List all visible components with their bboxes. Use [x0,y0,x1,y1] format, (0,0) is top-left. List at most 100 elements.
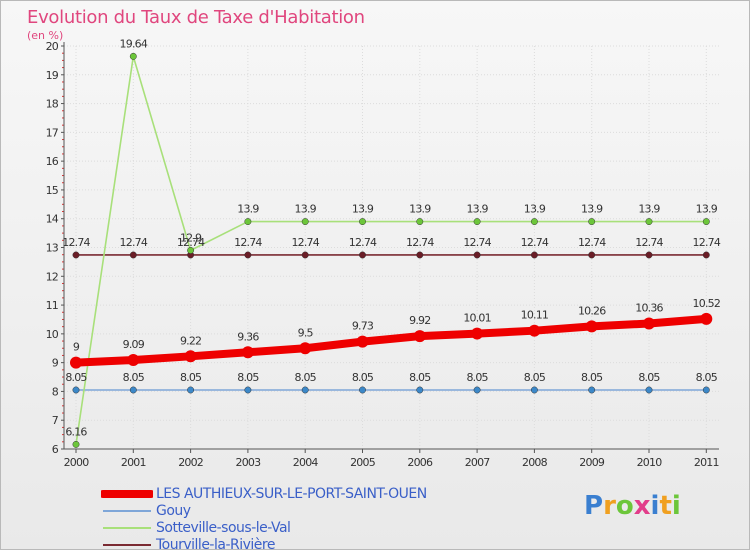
data-point [359,251,366,259]
data-point [530,251,538,259]
y-tick-label: 15 [46,184,59,197]
data-label: 12.74 [578,236,606,249]
x-tick-label: 2005 [350,456,376,469]
legend-item-sotteville[interactable]: Sotteville-sous-le-Val [101,519,427,536]
data-point [299,342,312,355]
data-point [244,218,252,226]
data-labels: 9 9.09 9.22 9.36 9.5 9.73 9.92 10.01 10.11 10.26 1… [62,37,721,438]
data-label: 12.74 [120,236,148,249]
data-point [700,312,713,325]
data-label: 10.36 [635,301,663,314]
data-label: 10.11 [521,309,549,322]
y-tick-label: 20 [46,40,59,53]
y-tick-label: 8 [52,385,59,398]
data-point [301,251,309,259]
data-point [416,218,424,226]
data-label: 12.74 [62,236,90,249]
data-label: 12.74 [463,236,491,249]
data-label: 12.74 [234,236,262,249]
data-point [244,386,252,394]
y-tick-label: 19 [46,69,59,82]
data-label: 8.05 [352,371,374,384]
data-point [413,330,426,343]
data-label: 13.9 [638,203,660,216]
legend-item-gouy[interactable]: Gouy [101,502,427,519]
data-label: 13.9 [352,203,374,216]
data-point [187,386,195,394]
proxiti-logo: Proxiti [584,491,681,521]
x-tick-label: 2008 [522,456,548,469]
legend-swatch [103,509,151,512]
data-point [471,327,484,340]
data-label: 8.05 [180,371,202,384]
grid [64,45,719,450]
legend-label: LES AUTHIEUX-SUR-LE-PORT-SAINT-OUEN [156,485,427,502]
data-label: 13.9 [237,203,259,216]
series-line [75,55,708,446]
data-point [129,251,137,259]
data-point [702,218,710,226]
data-label: 13.9 [466,203,488,216]
data-point [244,251,252,259]
data-label: 8.05 [696,371,718,384]
x-tick-label: 2004 [293,456,319,469]
legend-item-les-authieux[interactable]: LES AUTHIEUX-SUR-LE-PORT-SAINT-OUEN [101,485,427,502]
series-lines [72,55,711,446]
data-point [645,251,653,259]
y-tick-label: 12 [46,270,58,283]
x-tick-label: 2009 [579,456,605,469]
data-label: 10.26 [578,304,606,317]
x-tick-label: 2006 [407,456,433,469]
data-point [588,386,596,394]
y-tick-label: 7 [52,414,59,427]
data-label: 8.05 [295,371,317,384]
x-tick-label: 2003 [236,456,262,469]
x-tick-label: 2000 [64,456,90,469]
data-label: 12.74 [693,236,721,249]
data-point [588,251,596,259]
data-label: 9.36 [237,330,259,343]
x-tick-label: 2011 [694,456,719,469]
data-point [241,346,254,359]
chart-subtitle: (en %) [27,29,64,42]
x-tick-label: 2010 [637,456,663,469]
legend-item-tourville[interactable]: Tourville-la-Rivière [101,536,427,549]
data-label: 9.09 [123,338,145,351]
data-label: 9.92 [409,314,430,327]
data-label: 9.22 [180,334,201,347]
data-point [702,251,710,259]
data-point [301,218,309,226]
data-label: 8.05 [524,371,546,384]
data-label: 9.73 [352,320,374,333]
data-label: 8.05 [237,371,259,384]
series-markers [70,52,713,448]
data-point [588,218,596,226]
y-tick-label: 11 [46,299,58,312]
data-label: 8.05 [123,371,145,384]
data-point [72,386,80,394]
data-label: 8.05 [581,371,603,384]
data-label: 9.5 [298,326,314,339]
x-tick-label: 2007 [465,456,491,469]
legend-swatch [103,526,151,529]
data-label: 6.16 [65,425,87,438]
axes: 6 7 8 9 10 11 12 13 14 15 16 17 18 19 20 2000 2001 2002 20… [46,40,720,469]
data-label: 12.74 [177,236,205,249]
data-label: 8.05 [65,371,87,384]
data-label: 12.74 [406,236,434,249]
chart-title: Evolution du Taux de Taxe d'Habitation [27,7,365,28]
series-line [72,314,711,367]
data-point [184,350,197,363]
y-tick-label: 17 [46,126,59,139]
data-label: 12.74 [635,236,663,249]
data-label: 12.9 [180,231,202,244]
data-label: 12.74 [291,236,319,249]
data-point [127,354,140,367]
data-point [359,218,366,226]
data-point [702,386,710,394]
data-label: 10.52 [693,297,721,310]
y-tick-label: 16 [46,155,59,168]
data-label: 8.05 [638,371,660,384]
data-point [416,251,424,259]
data-point [70,356,82,369]
